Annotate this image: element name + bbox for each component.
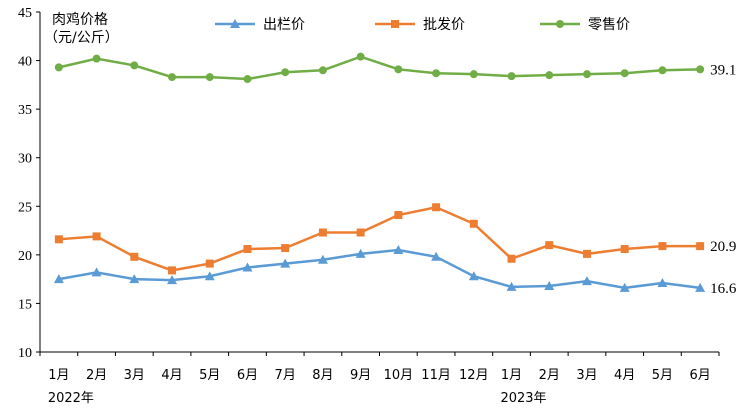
series-line-1	[58, 205, 701, 272]
data-point	[469, 219, 478, 228]
x-tick-label: 12月	[459, 368, 489, 383]
y-tick-label: 40	[18, 55, 32, 70]
year-label: 2022年	[48, 391, 94, 406]
x-tick-label: 4月	[161, 368, 182, 383]
data-point	[506, 281, 517, 291]
x-tick-label: 7月	[275, 368, 296, 383]
data-point	[130, 252, 139, 261]
y-axis-unit: （元/公斤）	[44, 30, 119, 46]
y-tick-label: 30	[18, 152, 32, 167]
data-point	[205, 259, 214, 268]
data-point	[167, 275, 178, 285]
data-point	[544, 280, 555, 290]
x-tick-label: 6月	[689, 368, 710, 383]
data-point	[168, 266, 177, 275]
x-tick-label: 5月	[652, 368, 673, 383]
legend-marker	[556, 20, 564, 28]
data-point	[582, 249, 591, 258]
data-point	[657, 278, 668, 288]
x-tick-label: 2月	[539, 368, 560, 383]
legend-marker	[391, 20, 399, 28]
y-tick-label: 20	[18, 249, 32, 264]
data-point	[696, 242, 705, 251]
data-point	[53, 274, 64, 284]
data-point	[582, 70, 591, 79]
data-point	[355, 248, 366, 258]
data-point	[54, 63, 63, 72]
data-point	[620, 245, 629, 254]
end-value-label: 16.6	[710, 281, 737, 297]
data-point	[394, 211, 403, 220]
data-point	[469, 70, 478, 79]
x-tick-label: 4月	[614, 368, 635, 383]
legend-label: 零售价	[588, 17, 630, 33]
data-point	[130, 61, 139, 70]
data-point	[92, 232, 101, 241]
x-tick-label: 1月	[48, 368, 69, 383]
data-point	[243, 75, 252, 84]
x-tick-label: 2月	[86, 368, 107, 383]
data-point	[280, 258, 291, 268]
end-value-label: 39.1	[710, 62, 736, 78]
data-point	[317, 254, 328, 264]
end-value-label: 20.9	[710, 239, 736, 255]
data-point	[54, 235, 63, 244]
data-point	[507, 254, 516, 263]
series-line-0	[58, 248, 701, 290]
data-point	[356, 228, 365, 237]
legend-marker	[230, 19, 240, 28]
legend-label: 出栏价	[263, 17, 305, 33]
data-point	[242, 262, 253, 272]
y-tick-label: 15	[18, 297, 32, 312]
x-tick-label: 9月	[350, 368, 371, 383]
data-point	[581, 276, 592, 286]
data-point	[91, 267, 102, 277]
year-label: 2023年	[500, 391, 546, 406]
data-point	[168, 73, 177, 82]
data-point	[658, 242, 667, 251]
data-point	[432, 203, 441, 212]
x-tick-label: 5月	[199, 368, 220, 383]
data-point	[318, 228, 327, 237]
data-point	[281, 68, 290, 77]
x-tick-label: 1月	[501, 368, 522, 383]
x-tick-label: 3月	[124, 368, 145, 383]
y-axis-title: 肉鸡价格	[52, 11, 108, 28]
data-point	[281, 244, 290, 253]
data-point	[129, 274, 140, 284]
x-tick-label: 8月	[312, 368, 333, 383]
series-line-2	[58, 55, 701, 81]
data-point	[204, 271, 215, 281]
x-tick-label: 6月	[237, 368, 258, 383]
x-tick-label: 10月	[384, 368, 414, 383]
data-point	[394, 65, 403, 74]
x-tick-label: 11月	[421, 368, 451, 383]
legend-label: 批发价	[423, 17, 465, 33]
y-tick-label: 45	[18, 6, 32, 21]
data-point	[696, 65, 705, 74]
data-point	[468, 271, 479, 281]
y-tick-label: 10	[18, 346, 32, 361]
data-point	[243, 245, 252, 254]
data-point	[619, 282, 630, 292]
data-point	[507, 72, 516, 81]
x-tick-label: 3月	[576, 368, 597, 383]
data-point	[92, 54, 101, 63]
data-point	[545, 241, 554, 250]
data-point	[695, 282, 706, 292]
data-point	[205, 73, 214, 82]
y-tick-label: 35	[18, 103, 32, 118]
data-point	[545, 71, 554, 80]
data-point	[431, 251, 442, 261]
data-point	[658, 66, 667, 75]
data-point	[620, 69, 629, 78]
y-tick-label: 25	[18, 200, 32, 215]
data-point	[432, 69, 441, 78]
data-point	[393, 245, 404, 254]
data-point	[356, 52, 365, 61]
data-point	[318, 66, 327, 75]
